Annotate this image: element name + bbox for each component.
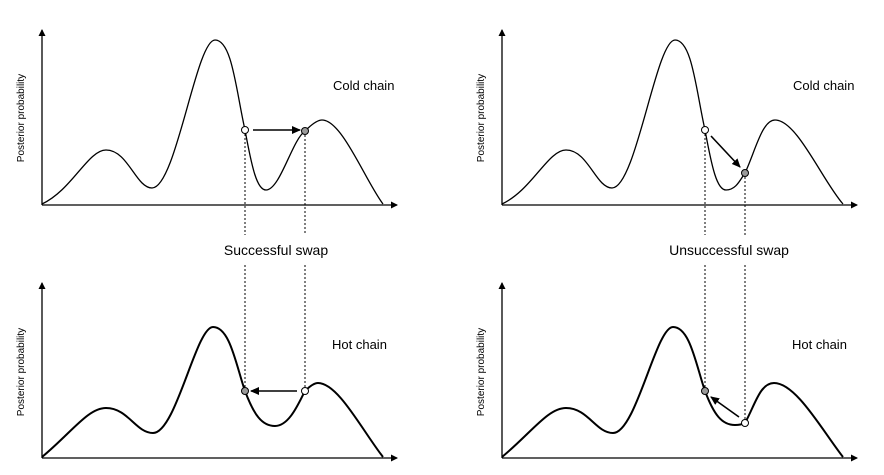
right-panel: Posterior probability Cold chain Unsucce… (476, 29, 858, 462)
left-hot-plot: Posterior probability Hot chain (16, 265, 398, 462)
left-hot-posterior-curve (41, 325, 384, 458)
right-cold-move-arrow (710, 135, 741, 168)
right-cold-proposed-state (741, 169, 749, 177)
right-hot-chain-label: Hot chain (792, 337, 847, 352)
right-cold-posterior-curve (501, 39, 844, 205)
left-hot-proposed-state (241, 387, 249, 395)
right-hot-current-state (741, 419, 749, 427)
right-hot-plot: Posterior probability Hot chain (476, 265, 858, 462)
right-hot-y-label: Posterior probability (476, 328, 487, 416)
right-swap-label: Unsuccessful swap (669, 242, 789, 258)
left-panel: Posterior probability Cold chain Success… (16, 29, 398, 462)
left-hot-current-state (301, 387, 309, 395)
left-cold-y-label: Posterior probability (16, 74, 27, 162)
right-hot-posterior-curve (501, 325, 844, 458)
left-cold-proposed-state (301, 127, 309, 135)
left-hot-chain-label: Hot chain (332, 337, 387, 352)
left-cold-posterior-curve (41, 39, 384, 205)
left-hot-y-label: Posterior probability (16, 328, 27, 416)
left-cold-plot: Posterior probability Cold chain (16, 29, 398, 235)
right-hot-move-arrow (710, 396, 740, 418)
right-cold-chain-label: Cold chain (793, 78, 854, 93)
right-cold-y-label: Posterior probability (476, 74, 487, 162)
right-cold-current-state (701, 126, 709, 134)
right-hot-proposed-state (701, 387, 709, 395)
left-cold-chain-label: Cold chain (333, 78, 394, 93)
left-swap-label: Successful swap (224, 242, 328, 258)
left-cold-current-state (241, 126, 249, 134)
right-cold-plot: Posterior probability Cold chain (476, 29, 858, 235)
